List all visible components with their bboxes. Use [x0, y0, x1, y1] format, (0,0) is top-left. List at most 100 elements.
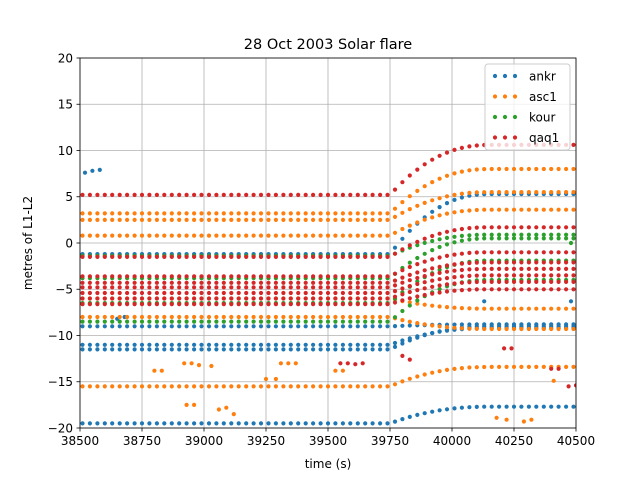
point-asc1 — [325, 384, 331, 389]
point-qaq1 — [318, 302, 323, 307]
point-qaq1 — [102, 192, 107, 197]
point-kour — [474, 232, 479, 237]
point-qaq1 — [273, 254, 278, 259]
point-qaq1 — [236, 274, 241, 279]
point-asc1 — [392, 382, 398, 387]
point-qaq1 — [318, 192, 323, 197]
point-qaq1 — [266, 274, 271, 279]
point-qaq1 — [549, 260, 554, 265]
point-kour — [556, 232, 561, 237]
point-qaq1 — [348, 302, 353, 307]
point-qaq1 — [452, 228, 457, 233]
point-asc1 — [177, 314, 182, 320]
point-ankr — [444, 328, 450, 333]
point-asc1 — [467, 190, 472, 195]
point-asc1 — [467, 208, 472, 213]
point-qaq1 — [482, 250, 487, 255]
point-asc1 — [497, 364, 502, 369]
point-kour — [325, 319, 331, 324]
point-asc1 — [266, 211, 271, 216]
point-ankr — [459, 322, 464, 327]
point-qaq1 — [273, 192, 278, 197]
point-asc1 — [325, 314, 331, 320]
point-asc1 — [482, 167, 487, 172]
point-qaq1 — [177, 296, 182, 301]
point-qaq1 — [177, 285, 182, 290]
point-asc1 — [110, 233, 115, 238]
point-asc1 — [437, 369, 442, 374]
point-asc1 — [162, 211, 167, 216]
point-asc1 — [110, 211, 115, 216]
point-asc1 — [251, 217, 256, 222]
point-qaq1 — [80, 290, 85, 296]
point-qaq1 — [296, 302, 301, 307]
point-asc1 — [564, 166, 569, 172]
x-tick-label: 39250 — [247, 434, 285, 448]
point-asc1 — [430, 180, 435, 185]
point-qaq1 — [385, 254, 390, 259]
point-qaq1 — [192, 296, 197, 301]
point-asc1 — [452, 210, 457, 215]
point-qaq1 — [482, 287, 487, 292]
point-kour — [556, 236, 561, 241]
point-kour — [437, 267, 442, 272]
point-qaq1 — [407, 272, 412, 277]
point-ankr — [125, 347, 130, 352]
point-qaq1 — [378, 290, 383, 296]
point-ankr — [571, 322, 576, 327]
point-asc1 — [258, 217, 264, 222]
point-ankr — [333, 421, 338, 426]
point-ankr — [80, 347, 85, 352]
point-qaq1 — [333, 302, 338, 307]
point-asc1 — [444, 305, 450, 310]
point-qaq1 — [117, 280, 122, 285]
point-asc1 — [162, 314, 167, 320]
point-asc1 — [236, 384, 241, 389]
point-asc1 — [117, 384, 122, 389]
point-ankr — [392, 340, 398, 346]
point-qaq1 — [258, 302, 264, 307]
point-qaq1 — [348, 192, 353, 197]
point-qaq1 — [474, 225, 479, 230]
point-qaq1 — [125, 254, 130, 259]
point-ankr — [214, 342, 219, 347]
point-ankr — [340, 324, 345, 329]
point-ankr — [318, 347, 323, 352]
point-ankr — [102, 421, 107, 426]
point-asc1 — [549, 207, 554, 212]
point-qaq1 — [497, 273, 502, 278]
point-asc1 — [162, 233, 167, 238]
point-kour — [288, 319, 293, 324]
point-ankr — [303, 421, 308, 426]
point-asc1 — [184, 217, 189, 222]
point-asc1 — [474, 326, 479, 331]
point-ankr — [273, 324, 278, 329]
point-qaq1 — [497, 287, 502, 292]
point-ankr — [87, 342, 92, 347]
point-asc1 — [378, 211, 383, 216]
point-ankr — [139, 324, 145, 329]
point-asc1 — [497, 207, 502, 212]
point-ankr — [206, 421, 212, 426]
point-kour — [430, 238, 435, 244]
point-qaq1 — [214, 274, 219, 279]
point-asc1 — [400, 379, 405, 384]
point-qaq1 — [177, 302, 182, 307]
point-qaq1 — [444, 229, 450, 234]
point-qaq1 — [102, 285, 107, 290]
point-qaq1 — [378, 285, 383, 290]
point-qaq1 — [392, 289, 398, 294]
point-qaq1 — [333, 274, 338, 279]
point-asc1 — [556, 207, 561, 212]
point-kour — [244, 319, 249, 324]
point-qaq1 — [192, 302, 197, 307]
point-asc1 — [571, 364, 576, 369]
point-asc1 — [184, 233, 189, 238]
point-asc1 — [125, 314, 130, 320]
point-asc1 — [340, 368, 345, 373]
point-asc1 — [311, 384, 316, 389]
point-asc1 — [392, 206, 398, 211]
point-asc1 — [169, 217, 174, 222]
point-ankr — [251, 342, 256, 347]
point-qaq1 — [526, 266, 532, 271]
